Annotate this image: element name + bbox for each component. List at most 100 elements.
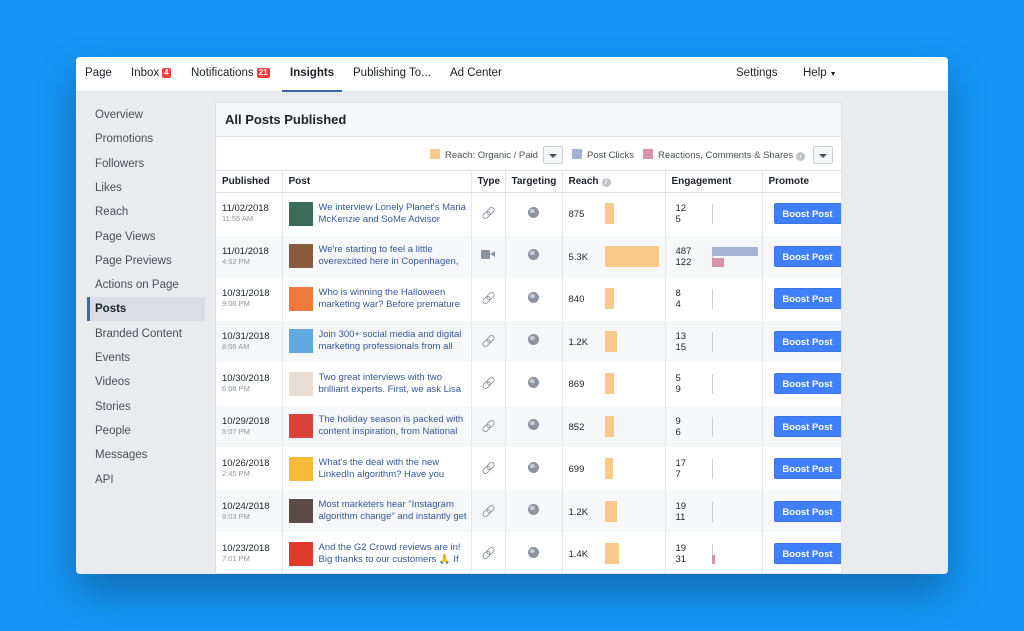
nav-publishing-tools[interactable]: Publishing To... xyxy=(353,67,431,79)
col-targeting[interactable]: Targeting xyxy=(505,170,563,193)
engagement-dropdown-button[interactable] xyxy=(813,146,833,164)
legend-reactions-label: Reactions, Comments & Shares xyxy=(658,150,794,161)
post-thumbnail[interactable] xyxy=(288,414,313,439)
reach-value: 1.2K xyxy=(568,336,589,348)
col-reach[interactable]: Reach i xyxy=(562,170,666,193)
post-link[interactable]: We interview Lonely Planet's Maria McKen… xyxy=(318,201,466,225)
col-engagement[interactable]: Engagement xyxy=(665,170,763,193)
info-icon[interactable]: i xyxy=(601,178,611,187)
post-thumbnail[interactable] xyxy=(288,456,313,481)
nav-ad-center[interactable]: Ad Center xyxy=(450,67,502,79)
nav-inbox-label: Inbox xyxy=(131,67,160,79)
sidebar-item-actions-on-page[interactable]: Actions on Page xyxy=(95,279,179,292)
post-thumbnail[interactable] xyxy=(288,286,313,311)
targeting-cell xyxy=(505,405,563,448)
boost-post-button[interactable]: Boost Post xyxy=(773,458,841,480)
link-icon xyxy=(482,461,494,473)
post-link[interactable]: And the G2 Crowd reviews are in! Big tha… xyxy=(318,541,461,565)
boost-post-button[interactable]: Boost Post xyxy=(773,288,841,310)
col-post[interactable]: Post xyxy=(282,170,472,193)
sidebar-item-videos[interactable]: Videos xyxy=(95,376,130,389)
reach-value: 875 xyxy=(568,209,585,220)
info-icon[interactable]: i xyxy=(796,152,806,161)
sidebar-item-stories[interactable]: Stories xyxy=(95,400,131,413)
globe-icon xyxy=(528,461,539,473)
reactions-value: 15 xyxy=(675,341,687,353)
post-link[interactable]: We're starting to feel a little overexci… xyxy=(318,244,459,268)
sidebar-item-followers[interactable]: Followers xyxy=(95,157,145,170)
post-link[interactable]: The holiday season is packed with conten… xyxy=(318,414,464,438)
col-type[interactable]: Type xyxy=(471,170,506,193)
published-time: 8:06 AM xyxy=(222,341,250,351)
post-thumbnail[interactable] xyxy=(288,201,313,226)
sidebar-item-page-previews[interactable]: Page Previews xyxy=(95,254,172,267)
reach-value: 699 xyxy=(568,464,585,475)
post-thumbnail[interactable] xyxy=(288,541,313,566)
nav-inbox[interactable]: Inbox 4 xyxy=(131,57,171,92)
sidebar-item-messages[interactable]: Messages xyxy=(95,449,148,462)
legend-post-clicks[interactable]: Post Clicks xyxy=(572,149,634,161)
col-published[interactable]: Published xyxy=(216,170,283,193)
post-link[interactable]: What's the deal with the new LinkedIn al… xyxy=(318,456,445,480)
boost-post-button[interactable]: Boost Post xyxy=(773,415,841,437)
sidebar-item-promotions[interactable]: Promotions xyxy=(95,133,154,146)
targeting-cell xyxy=(505,532,563,573)
post-clicks-value: 8 xyxy=(675,288,681,299)
post-link[interactable]: Join 300+ social media and digital marke… xyxy=(318,329,462,353)
post-thumbnail[interactable] xyxy=(288,329,313,354)
sidebar-item-api[interactable]: API xyxy=(95,473,114,486)
published-time: 2:45 PM xyxy=(222,469,250,479)
boost-post-button[interactable]: Boost Post xyxy=(773,203,841,225)
post-thumbnail[interactable] xyxy=(288,244,313,269)
reactions-value: 31 xyxy=(675,554,687,565)
post-link[interactable]: Most marketers hear "Instagram algorithm… xyxy=(318,499,467,523)
boost-post-button[interactable]: Boost Post xyxy=(773,330,841,352)
engagement-cell: 12 5 xyxy=(665,192,763,236)
sidebar-item-posts[interactable]: Posts xyxy=(87,297,205,322)
sidebar-item-likes[interactable]: Likes xyxy=(95,181,122,194)
legend-post-clicks-label: Post Clicks xyxy=(587,150,634,161)
engagement-axis-tick xyxy=(711,459,713,479)
boost-post-button[interactable]: Boost Post xyxy=(773,500,841,522)
promote-cell: Boost Post xyxy=(762,405,841,448)
engagement-axis-tick xyxy=(711,289,713,309)
published-cell: 11/02/2018 11:55 AM xyxy=(216,192,283,236)
table-row: 10/29/2018 5:07 PM The holiday season is… xyxy=(216,405,841,448)
reach-bar xyxy=(604,415,614,437)
legend-reactions[interactable]: Reactions, Comments & Shares i xyxy=(643,149,806,161)
nav-notifications-label: Notifications xyxy=(191,67,254,79)
sidebar-item-branded-content[interactable]: Branded Content xyxy=(95,327,182,340)
sidebar-item-reach[interactable]: Reach xyxy=(95,206,129,219)
reach-value: 1.4K xyxy=(568,549,589,560)
reactions-value: 11 xyxy=(675,511,686,523)
legend-reach[interactable]: Reach: Organic / Paid xyxy=(430,149,538,161)
link-icon xyxy=(482,206,494,218)
reach-dropdown-button[interactable] xyxy=(543,146,563,164)
boost-post-button[interactable]: Boost Post xyxy=(773,543,841,565)
post-thumbnail[interactable] xyxy=(288,499,313,524)
link-icon xyxy=(482,334,494,346)
boost-post-button[interactable]: Boost Post xyxy=(773,245,841,267)
published-time: 11:55 AM xyxy=(222,214,254,224)
sidebar-item-events[interactable]: Events xyxy=(95,352,131,364)
nav-insights[interactable]: Insights xyxy=(282,57,343,92)
nav-help[interactable]: Help ▼ xyxy=(803,57,837,92)
type-cell xyxy=(471,405,506,448)
sidebar-item-people[interactable]: People xyxy=(95,424,131,437)
reactions-value: 7 xyxy=(675,469,681,480)
nav-notifications[interactable]: Notifications 21 xyxy=(191,57,270,92)
nav-settings[interactable]: Settings xyxy=(736,67,778,79)
post-clicks-value: 13 xyxy=(675,330,687,342)
published-cell: 10/31/2018 8:06 AM xyxy=(216,320,283,363)
sidebar-item-page-views[interactable]: Page Views xyxy=(95,230,156,243)
boost-post-button[interactable]: Boost Post xyxy=(773,373,841,395)
post-thumbnail[interactable] xyxy=(288,371,313,396)
post-clicks-value: 5 xyxy=(675,373,681,384)
post-link[interactable]: Two great interviews with two brilliant … xyxy=(318,371,462,395)
reactions-bar xyxy=(711,555,715,564)
post-link[interactable]: Who is winning the Halloween marketing w… xyxy=(318,286,461,310)
reach-bar xyxy=(604,543,619,564)
targeting-cell xyxy=(505,192,563,236)
nav-page[interactable]: Page xyxy=(85,67,112,79)
sidebar-item-overview[interactable]: Overview xyxy=(95,109,143,121)
